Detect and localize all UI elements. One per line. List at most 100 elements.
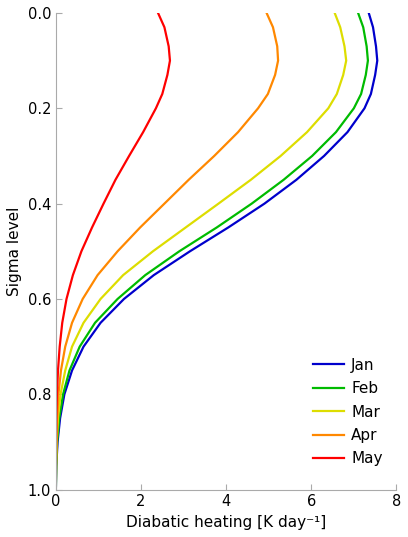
Jan [294,177,299,183]
Apr [70,320,75,326]
May [90,224,95,231]
Jan [122,296,126,302]
Apr [271,24,275,31]
Jan [362,105,367,112]
May [71,272,75,278]
May [153,105,158,112]
May [53,462,58,469]
Jan [373,72,377,78]
Jan [366,10,371,16]
Apr [138,224,143,231]
Mar [55,415,60,422]
Apr [95,272,100,278]
May [79,248,84,255]
Y-axis label: Sigma level: Sigma level [7,207,22,296]
May [168,57,173,64]
Apr [275,43,279,49]
Feb [333,129,338,135]
Line: Apr: Apr [56,13,278,490]
Feb [61,391,66,397]
May [64,296,69,302]
Mar [335,91,339,97]
Apr [53,462,58,469]
Feb [249,200,254,207]
Line: Feb: Feb [56,13,368,490]
Jan [345,129,350,135]
Feb [364,72,368,78]
May [55,367,60,374]
Apr [58,367,63,374]
Mar [58,391,63,397]
Apr [273,72,277,78]
Feb [93,320,98,326]
Feb [53,487,58,493]
Mar [278,153,283,159]
Jan [70,367,75,374]
Mar [53,462,58,469]
Apr [266,91,271,97]
Feb [351,105,356,112]
Jan [262,200,267,207]
Apr [80,296,85,302]
May [141,129,146,135]
May [54,415,59,422]
Mar [338,24,343,31]
Feb [214,224,219,231]
Feb [54,462,59,469]
Mar [53,487,58,493]
Apr [162,200,167,207]
Feb [177,248,182,255]
Mar [81,320,86,326]
May [53,439,58,445]
Feb [366,57,370,64]
Apr [54,439,59,445]
Mar [121,272,126,278]
Jan [322,153,326,159]
Line: May: May [56,13,170,490]
Apr [56,391,61,397]
Jan [188,248,193,255]
May [155,10,160,16]
Mar [63,367,68,374]
Feb [77,343,82,350]
Mar [305,129,310,135]
Mar [326,105,331,112]
Jan [374,43,379,49]
Apr [256,105,261,112]
May [55,391,60,397]
Jan [81,343,86,350]
May [113,177,118,183]
Apr [186,177,191,183]
Mar [183,224,188,231]
Jan [98,320,103,326]
Feb [57,415,62,422]
Feb [361,24,366,31]
Jan [62,391,67,397]
Mar [341,72,346,78]
May [160,91,165,97]
Feb [115,296,120,302]
Jan [151,272,156,278]
Jan [375,57,380,64]
Jan [58,415,62,422]
Jan [55,439,60,445]
Jan [368,91,373,97]
Mar [342,43,347,49]
Jan [370,24,375,31]
Apr [53,487,58,493]
Feb [67,367,72,374]
May [165,72,170,78]
Feb [281,177,286,183]
Mar [54,439,59,445]
Feb [364,43,369,49]
May [126,153,131,159]
Jan [226,224,231,231]
May [57,343,62,350]
Jan [54,462,59,469]
Line: Jan: Jan [56,13,377,490]
May [53,487,58,493]
Mar [151,248,155,255]
Apr [235,129,240,135]
Jan [53,487,58,493]
Feb [310,153,315,159]
